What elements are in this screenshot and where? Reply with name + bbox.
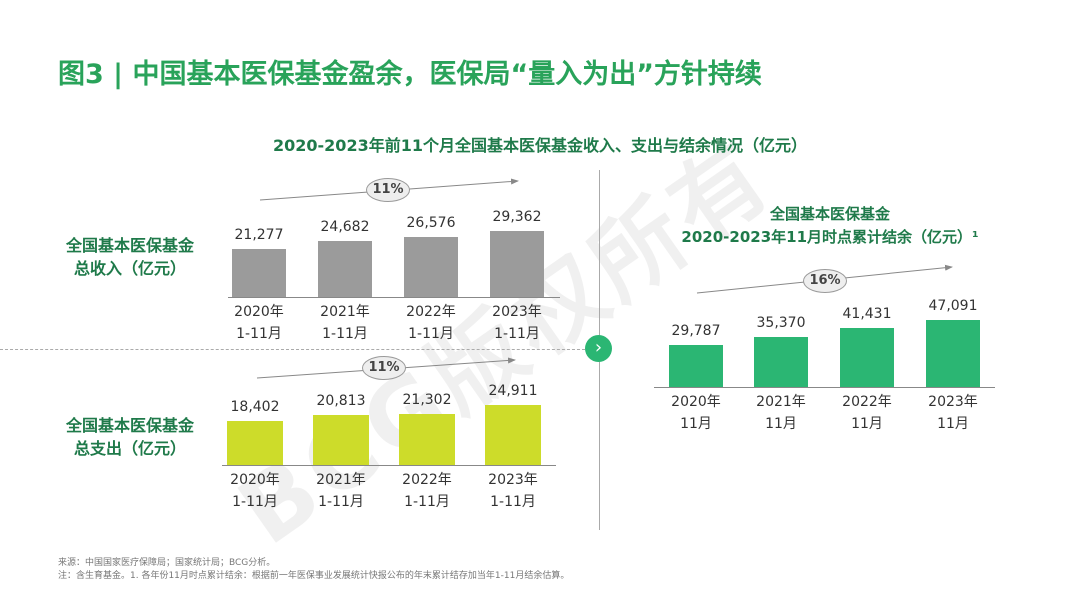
category-line-2: 1-11月 xyxy=(236,326,282,342)
expense-label-line1: 全国基本医保基金 xyxy=(65,416,194,435)
chevron-right-icon: › xyxy=(585,335,612,362)
category-line-2: 1-11月 xyxy=(322,326,368,342)
expense-bar xyxy=(227,420,283,465)
income-category-label: 2020年 1-11月 xyxy=(214,301,304,345)
balance-bar xyxy=(926,320,980,387)
income-category-label: 2021年 1-11月 xyxy=(300,301,390,345)
category-line-1: 2021年 xyxy=(316,472,366,488)
category-line-2: 11月 xyxy=(680,416,712,432)
expense-category-label: 2022年 1-11月 xyxy=(382,469,472,513)
balance-x-axis xyxy=(654,387,995,388)
category-line-1: 2023年 xyxy=(928,394,978,410)
balance-title-line2: 2020-2023年11月时点累计结余（亿元）¹ xyxy=(681,228,979,246)
income-label-line2: 总收入（亿元） xyxy=(73,259,186,278)
expense-bar xyxy=(399,413,455,465)
category-line-2: 11月 xyxy=(851,416,883,432)
balance-chart-title: 全国基本医保基金 2020-2023年11月时点累计结余（亿元）¹ xyxy=(640,203,1020,249)
balance-bar xyxy=(840,328,894,387)
category-line-2: 1-11月 xyxy=(408,326,454,342)
category-line-2: 11月 xyxy=(765,416,797,432)
expense-bar xyxy=(313,415,369,465)
balance-data-label: 47,091 xyxy=(928,298,978,315)
balance-data-label: 41,431 xyxy=(842,306,892,323)
income-bar xyxy=(404,237,458,297)
income-chart-label: 全国基本医保基金 总收入（亿元） xyxy=(40,234,220,280)
balance-data-label: 29,787 xyxy=(671,322,721,339)
expense-data-label: 20,813 xyxy=(316,393,366,410)
category-line-2: 1-11月 xyxy=(318,494,364,510)
income-bar xyxy=(318,241,372,297)
category-line-1: 2022年 xyxy=(842,394,892,410)
balance-bar xyxy=(669,344,723,387)
category-line-1: 2021年 xyxy=(756,394,806,410)
category-line-1: 2022年 xyxy=(406,304,456,320)
category-line-1: 2020年 xyxy=(230,472,280,488)
income-x-axis xyxy=(228,297,560,298)
balance-growth-badge: 16% xyxy=(803,269,847,293)
footnotes: 来源：中国国家医疗保障局；国家统计局；BCG分析。 注：含生育基金。1. 各年份… xyxy=(58,557,569,583)
income-data-label: 29,362 xyxy=(492,208,542,225)
expense-bar xyxy=(485,405,541,465)
category-line-1: 2022年 xyxy=(402,472,452,488)
balance-category-label: 2021年 11月 xyxy=(736,391,826,435)
expense-growth-badge: 11% xyxy=(362,356,406,380)
page-title: 图3 | 中国基本医保基金盈余，医保局“量入为出”方针持续 xyxy=(58,59,762,90)
category-line-1: 2020年 xyxy=(671,394,721,410)
income-category-label: 2023年 1-11月 xyxy=(472,301,562,345)
expense-chart-label: 全国基本医保基金 总支出（亿元） xyxy=(40,414,220,460)
balance-category-label: 2023年 11月 xyxy=(908,391,998,435)
expense-category-label: 2020年 1-11月 xyxy=(210,469,300,513)
category-line-1: 2023年 xyxy=(492,304,542,320)
expense-data-label: 21,302 xyxy=(402,391,452,408)
balance-category-label: 2020年 11月 xyxy=(651,391,741,435)
income-category-label: 2022年 1-11月 xyxy=(386,301,476,345)
section-divider-dashed xyxy=(0,349,585,350)
balance-bar xyxy=(754,336,808,387)
expense-data-label: 24,911 xyxy=(488,383,538,400)
income-bar xyxy=(490,230,544,297)
expense-category-label: 2021年 1-11月 xyxy=(296,469,386,513)
category-line-1: 2021年 xyxy=(320,304,370,320)
balance-category-label: 2022年 11月 xyxy=(822,391,912,435)
category-line-2: 11月 xyxy=(937,416,969,432)
category-line-2: 1-11月 xyxy=(404,494,450,510)
category-line-1: 2020年 xyxy=(234,304,284,320)
income-data-label: 26,576 xyxy=(406,215,456,232)
income-bar xyxy=(232,249,286,297)
chart-subtitle: 2020-2023年前11个月全国基本医保基金收入、支出与结余情况（亿元） xyxy=(273,136,807,155)
income-data-label: 21,277 xyxy=(234,227,284,244)
category-line-1: 2023年 xyxy=(488,472,538,488)
expense-category-label: 2023年 1-11月 xyxy=(468,469,558,513)
income-label-line1: 全国基本医保基金 xyxy=(65,236,194,255)
category-line-2: 1-11月 xyxy=(490,494,536,510)
source-note: 来源：中国国家医疗保障局；国家统计局；BCG分析。 xyxy=(58,558,276,568)
balance-data-label: 35,370 xyxy=(756,314,806,331)
expense-x-axis xyxy=(222,465,556,466)
income-growth-badge: 11% xyxy=(366,178,410,202)
category-line-2: 1-11月 xyxy=(232,494,278,510)
category-line-2: 1-11月 xyxy=(494,326,540,342)
general-note: 注：含生育基金。1. 各年份11月时点累计结余：根据前一年医保事业发展统计快报公… xyxy=(58,571,570,581)
income-data-label: 24,682 xyxy=(320,219,370,236)
expense-label-line2: 总支出（亿元） xyxy=(73,439,186,458)
balance-title-line1: 全国基本医保基金 xyxy=(769,205,890,223)
expense-data-label: 18,402 xyxy=(230,398,280,415)
